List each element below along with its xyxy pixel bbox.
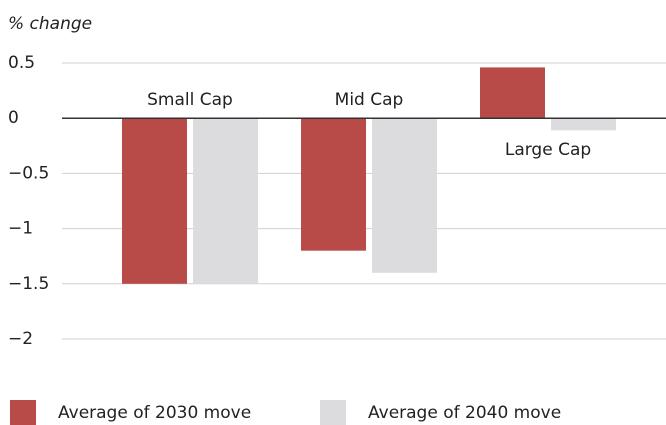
legend-swatch xyxy=(10,400,36,425)
y-tick-label: −0.5 xyxy=(8,163,49,183)
bar xyxy=(551,118,616,131)
y-tick-label: 0.5 xyxy=(8,53,35,73)
bar xyxy=(193,118,258,284)
y-tick-label: −2 xyxy=(8,329,33,349)
category-label: Large Cap xyxy=(505,140,591,160)
legend-swatch xyxy=(320,400,346,425)
y-tick-label: 0 xyxy=(8,108,19,128)
bar xyxy=(372,118,437,273)
legend-label: Average of 2030 move xyxy=(58,403,251,423)
y-tick-label: −1.5 xyxy=(8,274,49,294)
y-axis-label: % change xyxy=(8,14,92,34)
bar xyxy=(480,67,545,119)
bar xyxy=(122,118,187,284)
category-label: Small Cap xyxy=(147,90,233,110)
legend-label: Average of 2040 move xyxy=(368,403,561,423)
y-tick-label: −1 xyxy=(8,219,33,239)
bar xyxy=(301,118,366,251)
category-label: Mid Cap xyxy=(335,90,404,110)
